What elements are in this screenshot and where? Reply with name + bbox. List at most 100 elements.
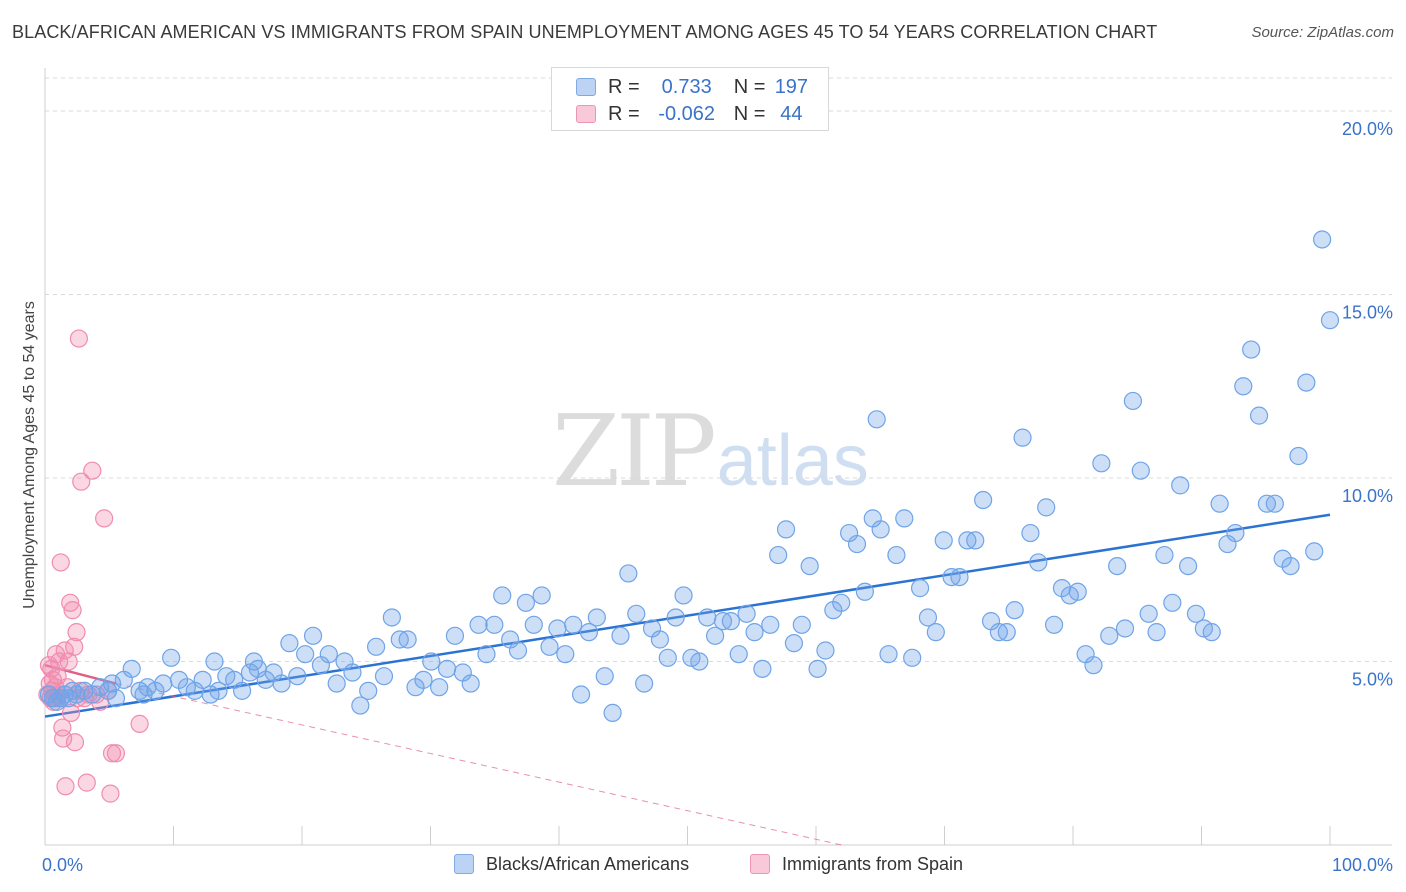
data-point-blacks (918, 608, 938, 627)
data-point-blacks (564, 615, 583, 634)
data-point-blacks (721, 612, 740, 631)
data-point-blacks (1202, 623, 1221, 642)
y-tick-label: 15.0% (1342, 303, 1393, 323)
data-point-blacks (753, 659, 772, 678)
r-value: 0.733 (661, 75, 712, 98)
y-tick-label: 20.0% (1342, 119, 1393, 139)
data-point-blacks (1115, 619, 1135, 638)
data-point-blacks (737, 604, 756, 623)
data-point-blacks (343, 663, 362, 682)
data-point-blacks (1084, 656, 1103, 675)
data-point-spain (69, 329, 88, 348)
data-point-blacks (808, 659, 827, 678)
data-point-blacks (1226, 523, 1245, 543)
data-point-blacks (1021, 523, 1040, 543)
data-point-blacks (950, 568, 969, 587)
data-point-blacks (627, 604, 646, 623)
data-point-blacks (232, 681, 252, 700)
points-blacks-african-americans (39, 230, 1340, 722)
data-point-blacks (1092, 454, 1111, 473)
data-point-blacks (461, 674, 480, 693)
data-point-blacks (319, 645, 338, 664)
data-point-blacks (1155, 545, 1174, 565)
data-point-blacks (595, 667, 614, 686)
legend-label: Immigrants from Spain (782, 853, 964, 874)
data-point-spain (102, 744, 122, 763)
data-point-blacks (1131, 461, 1150, 480)
data-point-blacks (1100, 626, 1119, 645)
data-point-blacks (1013, 428, 1032, 447)
data-point-blacks (650, 630, 670, 649)
data-point-blacks (154, 674, 173, 693)
data-point-blacks (974, 490, 993, 510)
data-point-blacks (942, 568, 961, 587)
data-point-blacks (966, 531, 985, 550)
n-label: N = (733, 102, 766, 125)
data-point-blacks (296, 645, 315, 664)
data-point-blacks (524, 615, 543, 634)
data-point-blacks (1147, 623, 1166, 642)
legend-item-spain[interactable]: Immigrants from Spain (750, 852, 963, 876)
data-point-blacks (106, 689, 126, 708)
data-point-blacks (1320, 311, 1340, 330)
data-point-blacks (485, 615, 504, 634)
data-point-blacks (603, 703, 622, 722)
data-point-blacks (209, 681, 228, 700)
data-point-blacks (674, 586, 693, 605)
x-tick-label: 100.0% (1332, 855, 1393, 875)
data-point-spain (95, 509, 114, 528)
data-point-blacks (713, 612, 733, 631)
data-point-blacks (784, 634, 804, 653)
data-point-spain (83, 461, 102, 480)
legend-item-blacks[interactable]: Blacks/African Americans (454, 852, 689, 876)
data-point-blacks (926, 623, 945, 642)
data-point-blacks (1210, 494, 1229, 513)
r-label: R = (608, 75, 640, 98)
data-point-blacks (398, 630, 417, 649)
data-point-blacks (658, 648, 677, 667)
data-point-blacks (374, 667, 394, 686)
data-point-blacks (1029, 553, 1048, 572)
data-point-blacks (761, 615, 780, 634)
data-point-spain (55, 641, 74, 660)
data-point-blacks (445, 626, 465, 645)
tick-labels: 5.0% 10.0% 15.0% 20.0% 0.0% 100.0% (42, 119, 1393, 875)
data-point-blacks (1139, 604, 1158, 623)
data-point-blacks (548, 619, 567, 638)
data-point-spain (67, 623, 86, 642)
data-point-blacks (879, 645, 898, 664)
data-point-blacks (887, 545, 906, 565)
data-point-blacks (1305, 542, 1324, 561)
data-point-spain (65, 637, 84, 656)
chart-title: BLACK/AFRICAN AMERICAN VS IMMIGRANTS FRO… (12, 22, 1158, 42)
legend-swatch-blue (454, 854, 474, 874)
data-point-blacks (698, 608, 717, 627)
data-point-spain (130, 714, 149, 733)
data-point-blacks (910, 579, 930, 598)
data-point-blacks (571, 685, 591, 704)
data-point-blacks (729, 645, 748, 664)
r-label: R = (608, 102, 640, 125)
data-point-blacks (832, 593, 851, 612)
data-point-spain (54, 729, 73, 748)
data-point-blacks (934, 531, 953, 550)
legend-swatch-blue (576, 78, 596, 96)
data-point-spain (50, 652, 69, 671)
data-point-blacks (1044, 615, 1064, 634)
data-point-blacks (792, 615, 811, 634)
watermark-atlas-logo: atlas (716, 421, 869, 501)
data-point-blacks (895, 509, 914, 528)
data-point-blacks (1242, 340, 1261, 359)
data-point-blacks (1186, 604, 1206, 623)
legend-swatch-pink (750, 854, 770, 874)
data-point-blacks (1234, 377, 1253, 396)
data-point-blacks (382, 608, 401, 627)
stats-row-blacks: R = 0.733 N = 197 (576, 74, 817, 100)
x-tick-label: 0.0% (42, 855, 83, 875)
data-point-blacks (205, 652, 224, 671)
data-point-blacks (1163, 593, 1182, 612)
data-point-blacks (1281, 556, 1300, 576)
data-point-blacks (327, 674, 346, 693)
data-point-blacks (1171, 476, 1190, 495)
